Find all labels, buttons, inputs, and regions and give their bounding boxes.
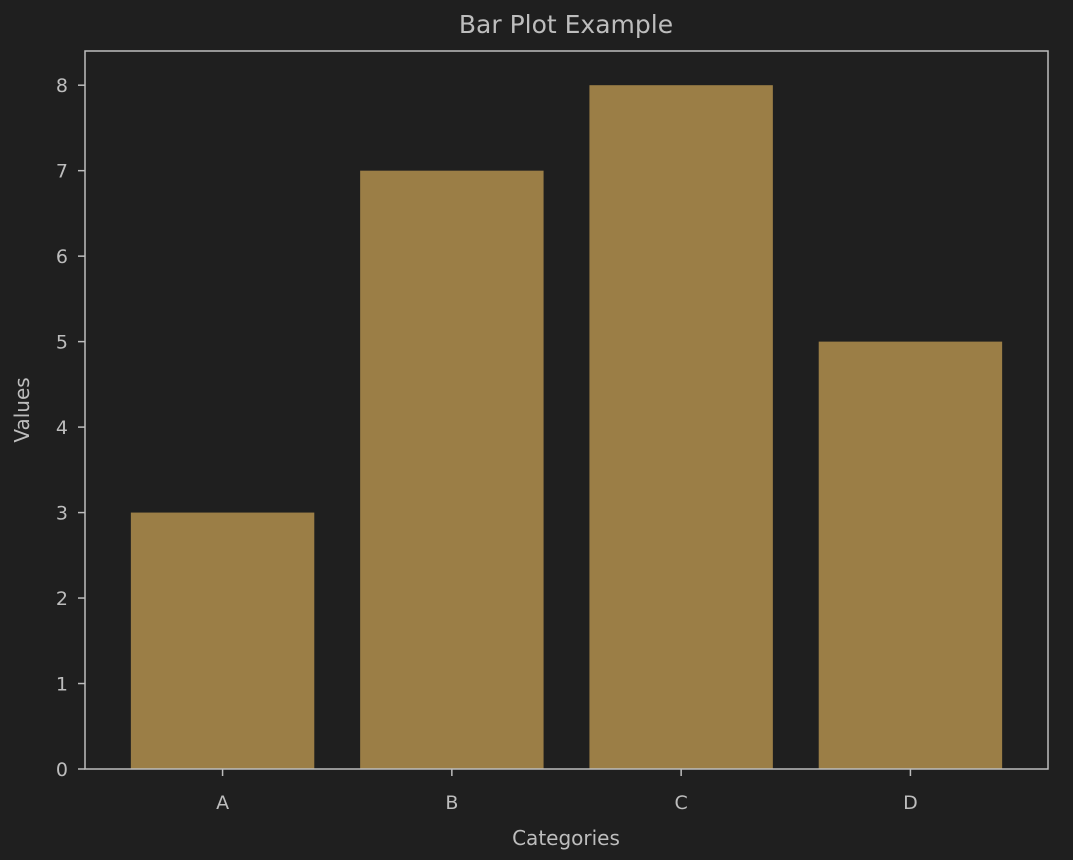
y-tick-label: 1 [56, 674, 68, 696]
axes-frame [84, 50, 1049, 770]
y-axis-label: Values [10, 377, 34, 442]
y-tick-label: 3 [56, 503, 68, 525]
y-tick-label: 7 [56, 161, 68, 183]
y-tick-label: 2 [56, 588, 68, 610]
x-tick-label: D [903, 792, 918, 814]
x-axis-label: Categories [512, 826, 620, 850]
y-tick-label: 8 [56, 75, 68, 97]
y-tick-label: 0 [56, 759, 68, 781]
x-tick-label: A [216, 792, 229, 814]
y-tick-label: 5 [56, 332, 68, 354]
bars-layer [130, 85, 1003, 769]
bar-C [589, 85, 773, 769]
bar-A [130, 512, 315, 769]
bar-B [360, 170, 544, 769]
chart-title: Bar Plot Example [459, 10, 673, 39]
x-tick-label: B [445, 792, 458, 814]
y-ticks: 0 1 2 3 4 5 6 7 8 [56, 75, 85, 781]
bar-D [818, 341, 1003, 769]
y-tick-label: 6 [56, 246, 68, 268]
x-tick-label: C [675, 792, 688, 814]
x-ticks: A B C D [216, 769, 918, 814]
y-tick-label: 4 [56, 417, 68, 439]
